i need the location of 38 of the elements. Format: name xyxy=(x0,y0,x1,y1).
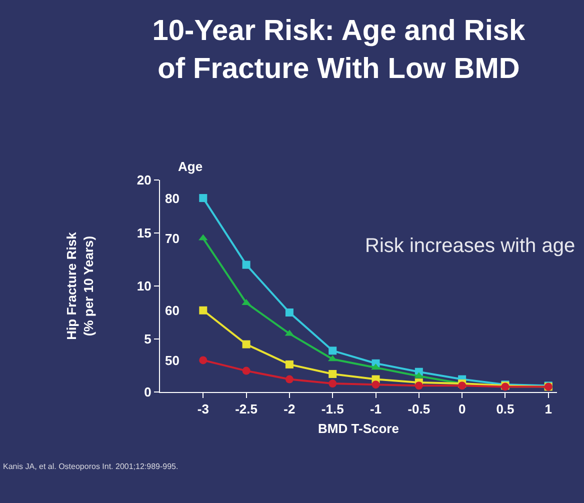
point xyxy=(199,306,208,314)
x-tick-label: 0.5 xyxy=(496,402,514,417)
x-axis-title: BMD T-Score xyxy=(318,421,399,436)
chart-title: 10-Year Risk: Age and Risk of Fracture With Low BMD xyxy=(152,15,526,85)
x-tick-label: -1 xyxy=(370,402,382,417)
x-tick-label: 0 xyxy=(458,402,466,417)
point xyxy=(242,340,250,348)
y-tick-label: 5 xyxy=(144,332,152,347)
y-tick-label: 0 xyxy=(144,384,152,400)
x-tick-label: 1 xyxy=(544,402,552,417)
series-label: 80 xyxy=(165,191,180,206)
series-label: 60 xyxy=(165,303,180,318)
y-tick-label: 10 xyxy=(136,278,152,294)
series-label: 70 xyxy=(165,231,180,246)
x-tick-label: -3 xyxy=(197,402,209,417)
series-label: 50 xyxy=(165,353,180,368)
point xyxy=(372,380,380,389)
point xyxy=(199,194,208,202)
annotation: Risk increases with age xyxy=(365,235,576,257)
x-tick-label: -2 xyxy=(284,402,296,417)
legend-title: Age xyxy=(178,159,203,174)
point xyxy=(414,382,423,390)
point xyxy=(328,370,337,378)
point xyxy=(285,375,294,384)
y-tick-label: 15 xyxy=(136,226,152,241)
point xyxy=(199,356,208,364)
x-tick-label: -2.5 xyxy=(235,402,258,417)
y-tick-label: 20 xyxy=(136,172,152,188)
x-tick-label: -0.5 xyxy=(408,402,430,417)
point xyxy=(328,380,337,388)
y-axis-title: Hip Fracture Risk (% per 10 Years) xyxy=(64,231,96,340)
text: Kanis JA, et al. Osteoporos Int. 2001;12:989-995. xyxy=(3,462,178,471)
point xyxy=(285,308,294,316)
point xyxy=(242,366,250,375)
x-tick-label: -1.5 xyxy=(321,402,344,417)
point xyxy=(285,360,294,368)
point xyxy=(328,346,337,355)
point xyxy=(242,260,250,269)
